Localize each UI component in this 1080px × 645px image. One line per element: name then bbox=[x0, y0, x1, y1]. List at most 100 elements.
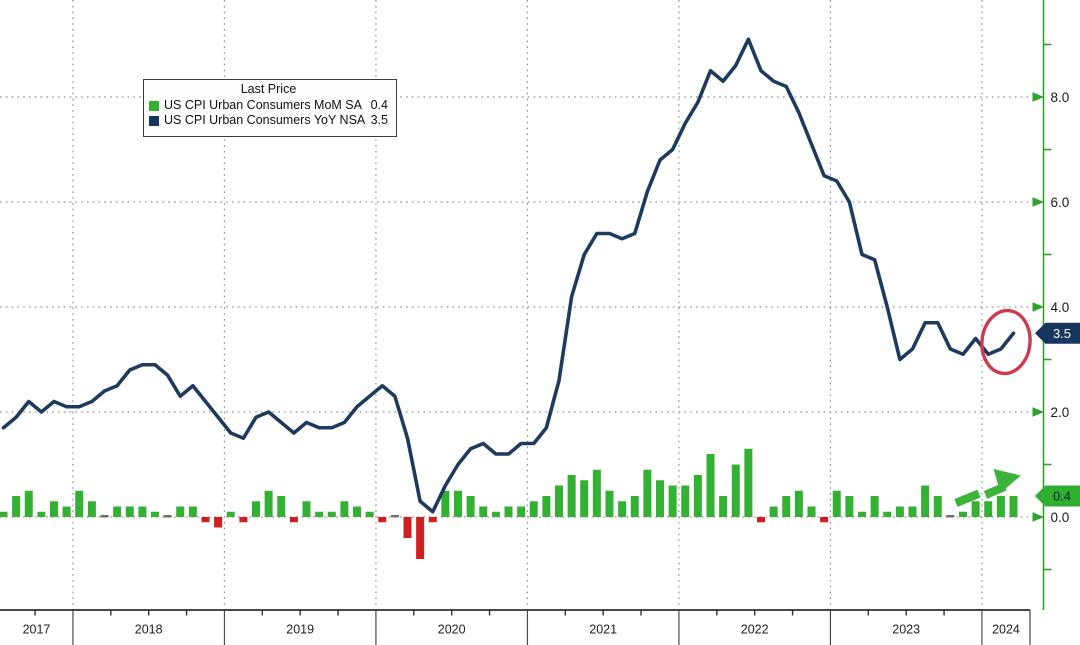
mom-bar bbox=[491, 511, 500, 517]
mom-bar bbox=[138, 506, 147, 517]
mom-bar-negative bbox=[820, 517, 829, 523]
x-axis-year-label: 2017 bbox=[23, 623, 51, 637]
mom-bar bbox=[858, 511, 866, 517]
mom-bar bbox=[327, 511, 336, 517]
mom-bar bbox=[264, 490, 273, 517]
y-axis-label: 4.0 bbox=[1051, 300, 1070, 315]
price-badge bbox=[1035, 485, 1080, 507]
yoy-line bbox=[1, 37, 1016, 514]
mom-bar bbox=[895, 506, 904, 517]
mom-bar bbox=[542, 496, 551, 517]
mom-bar bbox=[277, 496, 286, 517]
mom-bar bbox=[37, 511, 46, 517]
price-badge bbox=[1035, 322, 1080, 344]
mom-bar bbox=[24, 490, 33, 517]
mom-bar bbox=[252, 501, 260, 517]
mom-bar-negative bbox=[289, 517, 298, 523]
mom-bar bbox=[504, 506, 513, 517]
mom-bar bbox=[870, 496, 879, 517]
mom-bar-zero bbox=[946, 515, 955, 518]
price-badge-value: 3.5 bbox=[1053, 326, 1071, 341]
mom-bar bbox=[365, 511, 374, 517]
mom-bar bbox=[845, 496, 854, 517]
mom-bar bbox=[87, 501, 96, 517]
mom-bar bbox=[580, 480, 589, 517]
legend-item-mom: US CPI Urban Consumers MoM SA 0.4 bbox=[149, 98, 388, 113]
mom-bar bbox=[794, 490, 803, 517]
mom-bar bbox=[315, 511, 324, 517]
mom-bar bbox=[353, 506, 361, 517]
right-axis: 8.0 6.0 4.0 2.0 0.0 bbox=[1032, 0, 1070, 610]
mom-bar bbox=[693, 475, 702, 517]
mom-bar bbox=[567, 475, 576, 517]
mom-bar bbox=[0, 511, 8, 517]
mom-bar bbox=[731, 464, 740, 517]
mom-bar bbox=[618, 501, 627, 517]
mom-bar-negative bbox=[214, 517, 223, 528]
mom-bar-negative bbox=[201, 517, 210, 523]
mom-series-label: US CPI Urban Consumers MoM SA bbox=[164, 98, 362, 112]
yoy-series-swatch bbox=[149, 115, 159, 126]
mom-bar bbox=[75, 490, 84, 517]
x-axis-year-label: 2019 bbox=[286, 623, 314, 637]
mom-bar bbox=[151, 511, 159, 517]
mom-bar-negative bbox=[416, 517, 425, 559]
mom-bar bbox=[302, 501, 311, 517]
last-price-badges: 3.5 0.4 bbox=[1035, 322, 1080, 507]
mom-bar bbox=[744, 448, 753, 517]
mom-bar bbox=[113, 506, 122, 517]
annotations bbox=[954, 308, 1032, 507]
mom-bar bbox=[984, 501, 993, 517]
mom-series-swatch bbox=[149, 100, 159, 111]
mom-bar bbox=[62, 506, 71, 517]
legend-box: Last Price US CPI Urban Consumers MoM SA… bbox=[143, 79, 397, 137]
mom-bar bbox=[933, 496, 942, 517]
axis-arrow-tick bbox=[1032, 407, 1044, 417]
mom-bar bbox=[125, 506, 134, 517]
mom-bars bbox=[0, 448, 1018, 559]
x-axis-year-label: 2020 bbox=[438, 623, 466, 637]
axis-arrow-tick bbox=[1032, 302, 1044, 312]
mom-bar-negative bbox=[428, 517, 437, 523]
mom-bar bbox=[479, 506, 488, 517]
axis-arrow-tick bbox=[1032, 197, 1044, 207]
mom-bar bbox=[454, 490, 462, 517]
mom-bar bbox=[643, 469, 652, 517]
mom-bar bbox=[592, 469, 601, 517]
mom-series-value: 0.4 bbox=[370, 98, 388, 112]
axis-arrow-tick bbox=[1032, 92, 1044, 102]
mom-bar bbox=[706, 454, 715, 517]
highlight-circle-annotation bbox=[980, 308, 1032, 376]
mom-bar-zero bbox=[390, 515, 399, 518]
yoy-series-value: 3.5 bbox=[370, 113, 388, 127]
mom-bar-negative bbox=[757, 517, 765, 523]
mom-bar bbox=[50, 501, 58, 517]
arrow-annotation-head bbox=[993, 469, 1021, 493]
mom-bar bbox=[529, 501, 538, 517]
y-axis-label: 0.0 bbox=[1051, 510, 1070, 525]
mom-bar bbox=[517, 506, 526, 517]
legend-item-yoy: US CPI Urban Consumers YoY NSA 3.5 bbox=[149, 113, 388, 128]
mom-bar-negative bbox=[378, 517, 387, 523]
x-axis-year-label: 2018 bbox=[135, 623, 163, 637]
mom-bar bbox=[441, 490, 450, 517]
x-axis-year-label: 2024 bbox=[992, 623, 1020, 637]
mom-bar bbox=[466, 496, 475, 517]
legend-title: Last Price bbox=[240, 82, 297, 96]
mom-bar-zero bbox=[100, 515, 109, 518]
mom-bar bbox=[1009, 496, 1018, 517]
mom-bar bbox=[12, 496, 21, 517]
mom-bar bbox=[668, 485, 677, 517]
mom-bar bbox=[921, 485, 930, 517]
mom-bar bbox=[630, 496, 639, 517]
mom-bar bbox=[719, 496, 728, 517]
mom-bar bbox=[656, 480, 664, 517]
mom-bar bbox=[996, 496, 1005, 517]
y-axis-label: 2.0 bbox=[1051, 405, 1070, 420]
mom-bar bbox=[605, 490, 614, 517]
y-axis-label: 6.0 bbox=[1051, 195, 1070, 210]
mom-bar bbox=[188, 506, 197, 517]
mom-bar bbox=[959, 511, 967, 517]
mom-bar bbox=[555, 485, 563, 517]
